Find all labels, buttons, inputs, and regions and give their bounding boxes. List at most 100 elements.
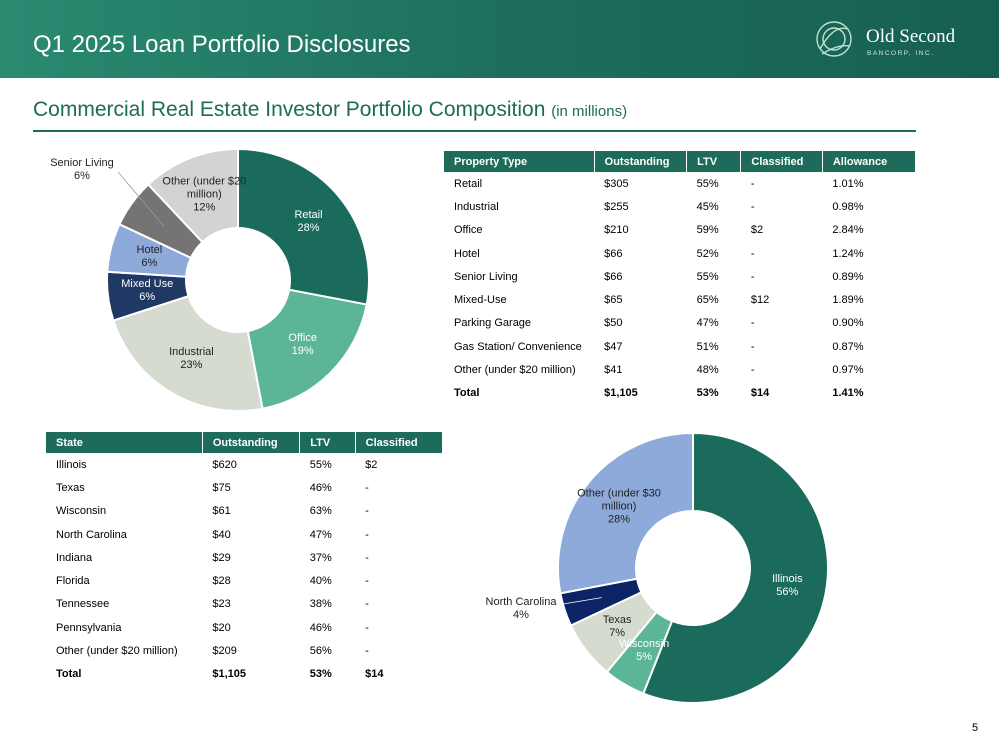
cell: Retail <box>454 177 483 190</box>
cell: $12 <box>750 294 770 307</box>
slice-value: 4% <box>513 609 529 621</box>
slice-category: Retail <box>294 208 323 221</box>
slice-label: Office 19% <box>258 332 348 358</box>
cell: $2 <box>365 458 378 471</box>
slice-value: 6% <box>139 291 156 304</box>
column-header: Outstanding <box>594 151 688 172</box>
cell: 47% <box>696 317 719 330</box>
cell: - <box>365 528 369 541</box>
cell: 0.90% <box>832 317 864 330</box>
cell: $20 <box>212 621 231 634</box>
slice-label: Other (under $20 million) 12% <box>159 175 249 214</box>
cell: 1.89% <box>832 294 864 307</box>
cell: - <box>750 247 755 260</box>
table-row: Parking Garage $50 47% - 0.90% <box>444 312 916 335</box>
cell: - <box>750 364 755 377</box>
table-row: Mixed-Use $65 65% $12 1.89% <box>444 288 916 311</box>
slice-label: Senior Living 6% <box>37 157 127 183</box>
slice <box>246 288 368 410</box>
table-row: Hotel $66 52% - 1.24% <box>444 242 916 265</box>
column-header: Allowance <box>822 151 917 172</box>
slice-label: Mixed Use 6% <box>102 278 192 304</box>
table-row: Retail $305 55% - 1.01% <box>444 172 916 195</box>
cell: 55% <box>309 458 332 471</box>
cell: - <box>750 270 755 283</box>
table-row: Senior Living $66 55% - 0.89% <box>444 265 916 288</box>
cell: - <box>365 621 369 634</box>
cell: 0.89% <box>832 270 864 283</box>
cell: - <box>365 645 369 658</box>
slice-category: Texas <box>602 613 632 626</box>
cell: - <box>365 505 369 518</box>
slice-value: 7% <box>609 626 626 639</box>
slice-value: 28% <box>297 221 320 234</box>
slice-value: 5% <box>636 650 653 663</box>
slice-value: 6% <box>74 170 90 182</box>
rule <box>33 130 916 132</box>
column-header: Classified <box>740 151 823 172</box>
slice-category: Mixed Use <box>121 278 174 291</box>
slice-value: 56% <box>776 585 799 598</box>
cell: 59% <box>696 224 719 237</box>
slice-category: Office <box>288 331 317 344</box>
slice-category: North Carolina <box>485 596 557 608</box>
section-title: Commercial Real Estate Investor Portfoli… <box>33 98 627 122</box>
slice-category: Senior Living <box>50 157 114 169</box>
leader-line <box>117 171 165 227</box>
table-row: Gas Station/ Convenience $47 51% - 0.87% <box>444 335 916 358</box>
table-row: Total $1,105 53% $14 <box>46 663 443 686</box>
cell: Mixed-Use <box>454 294 507 307</box>
slice-value: 19% <box>291 344 314 357</box>
slice-label: Industrial 23% <box>146 346 236 372</box>
cell: 48% <box>696 364 719 377</box>
cell: - <box>750 340 755 353</box>
cell: Illinois <box>56 458 87 471</box>
column-header: Property Type <box>444 151 595 172</box>
cell: $40 <box>212 528 231 541</box>
cell: $28 <box>212 575 231 588</box>
cell: 45% <box>696 200 719 213</box>
property-table: Property Type Outstanding LTV Classified All… <box>444 151 917 405</box>
cell: 63% <box>309 505 332 518</box>
cell: $61 <box>212 505 231 518</box>
table-row: Pennsylvania $20 46% - <box>46 616 443 639</box>
slice-category: Other (under $20 million) <box>162 175 247 201</box>
cell: 55% <box>696 270 719 283</box>
cell: 53% <box>696 387 719 400</box>
cell: Indiana <box>56 551 93 564</box>
cell: $66 <box>604 247 623 260</box>
header-row: State Outstanding LTV Classified <box>46 432 444 453</box>
table-row: Industrial $255 45% - 0.98% <box>444 195 916 218</box>
slide-title: Q1 2025 Loan Portfolio Disclosures <box>33 31 411 58</box>
cell: $620 <box>212 458 237 471</box>
cell: Wisconsin <box>56 505 107 518</box>
cell: 1.24% <box>832 247 864 260</box>
slice-category: Illinois <box>772 572 803 585</box>
table-row: Indiana $29 37% - <box>46 546 443 569</box>
cell: 65% <box>696 294 719 307</box>
cell: 46% <box>309 481 332 494</box>
cell: 1.41% <box>832 387 864 400</box>
section-subtitle: (in millions) <box>551 103 628 120</box>
table-row: Florida $28 40% - <box>46 569 443 592</box>
slice-value: 28% <box>608 513 631 526</box>
slice-category: Hotel <box>136 244 163 257</box>
cell: Tennessee <box>56 598 110 611</box>
cell: Parking Garage <box>454 317 532 330</box>
cell: $14 <box>750 387 770 400</box>
cell: $23 <box>212 598 231 611</box>
slice-value: 6% <box>141 257 158 270</box>
cell: 47% <box>309 528 332 541</box>
slice-label: Illinois 56% <box>742 573 832 599</box>
table-row: Other (under $20 million) $209 56% - <box>46 639 443 662</box>
cell: 0.87% <box>832 340 864 353</box>
cell: 0.97% <box>832 364 864 377</box>
slice-category: Other (under $30 million) <box>577 487 661 513</box>
cell: Other (under $20 million) <box>454 364 576 377</box>
cell: Gas Station/ Convenience <box>454 340 582 353</box>
header-band <box>0 0 999 78</box>
cell: 0.98% <box>832 200 864 213</box>
header-row: Property Type Outstanding LTV Classified All… <box>444 151 917 172</box>
slice-label: Other (under $30 million) 28% <box>574 487 664 526</box>
